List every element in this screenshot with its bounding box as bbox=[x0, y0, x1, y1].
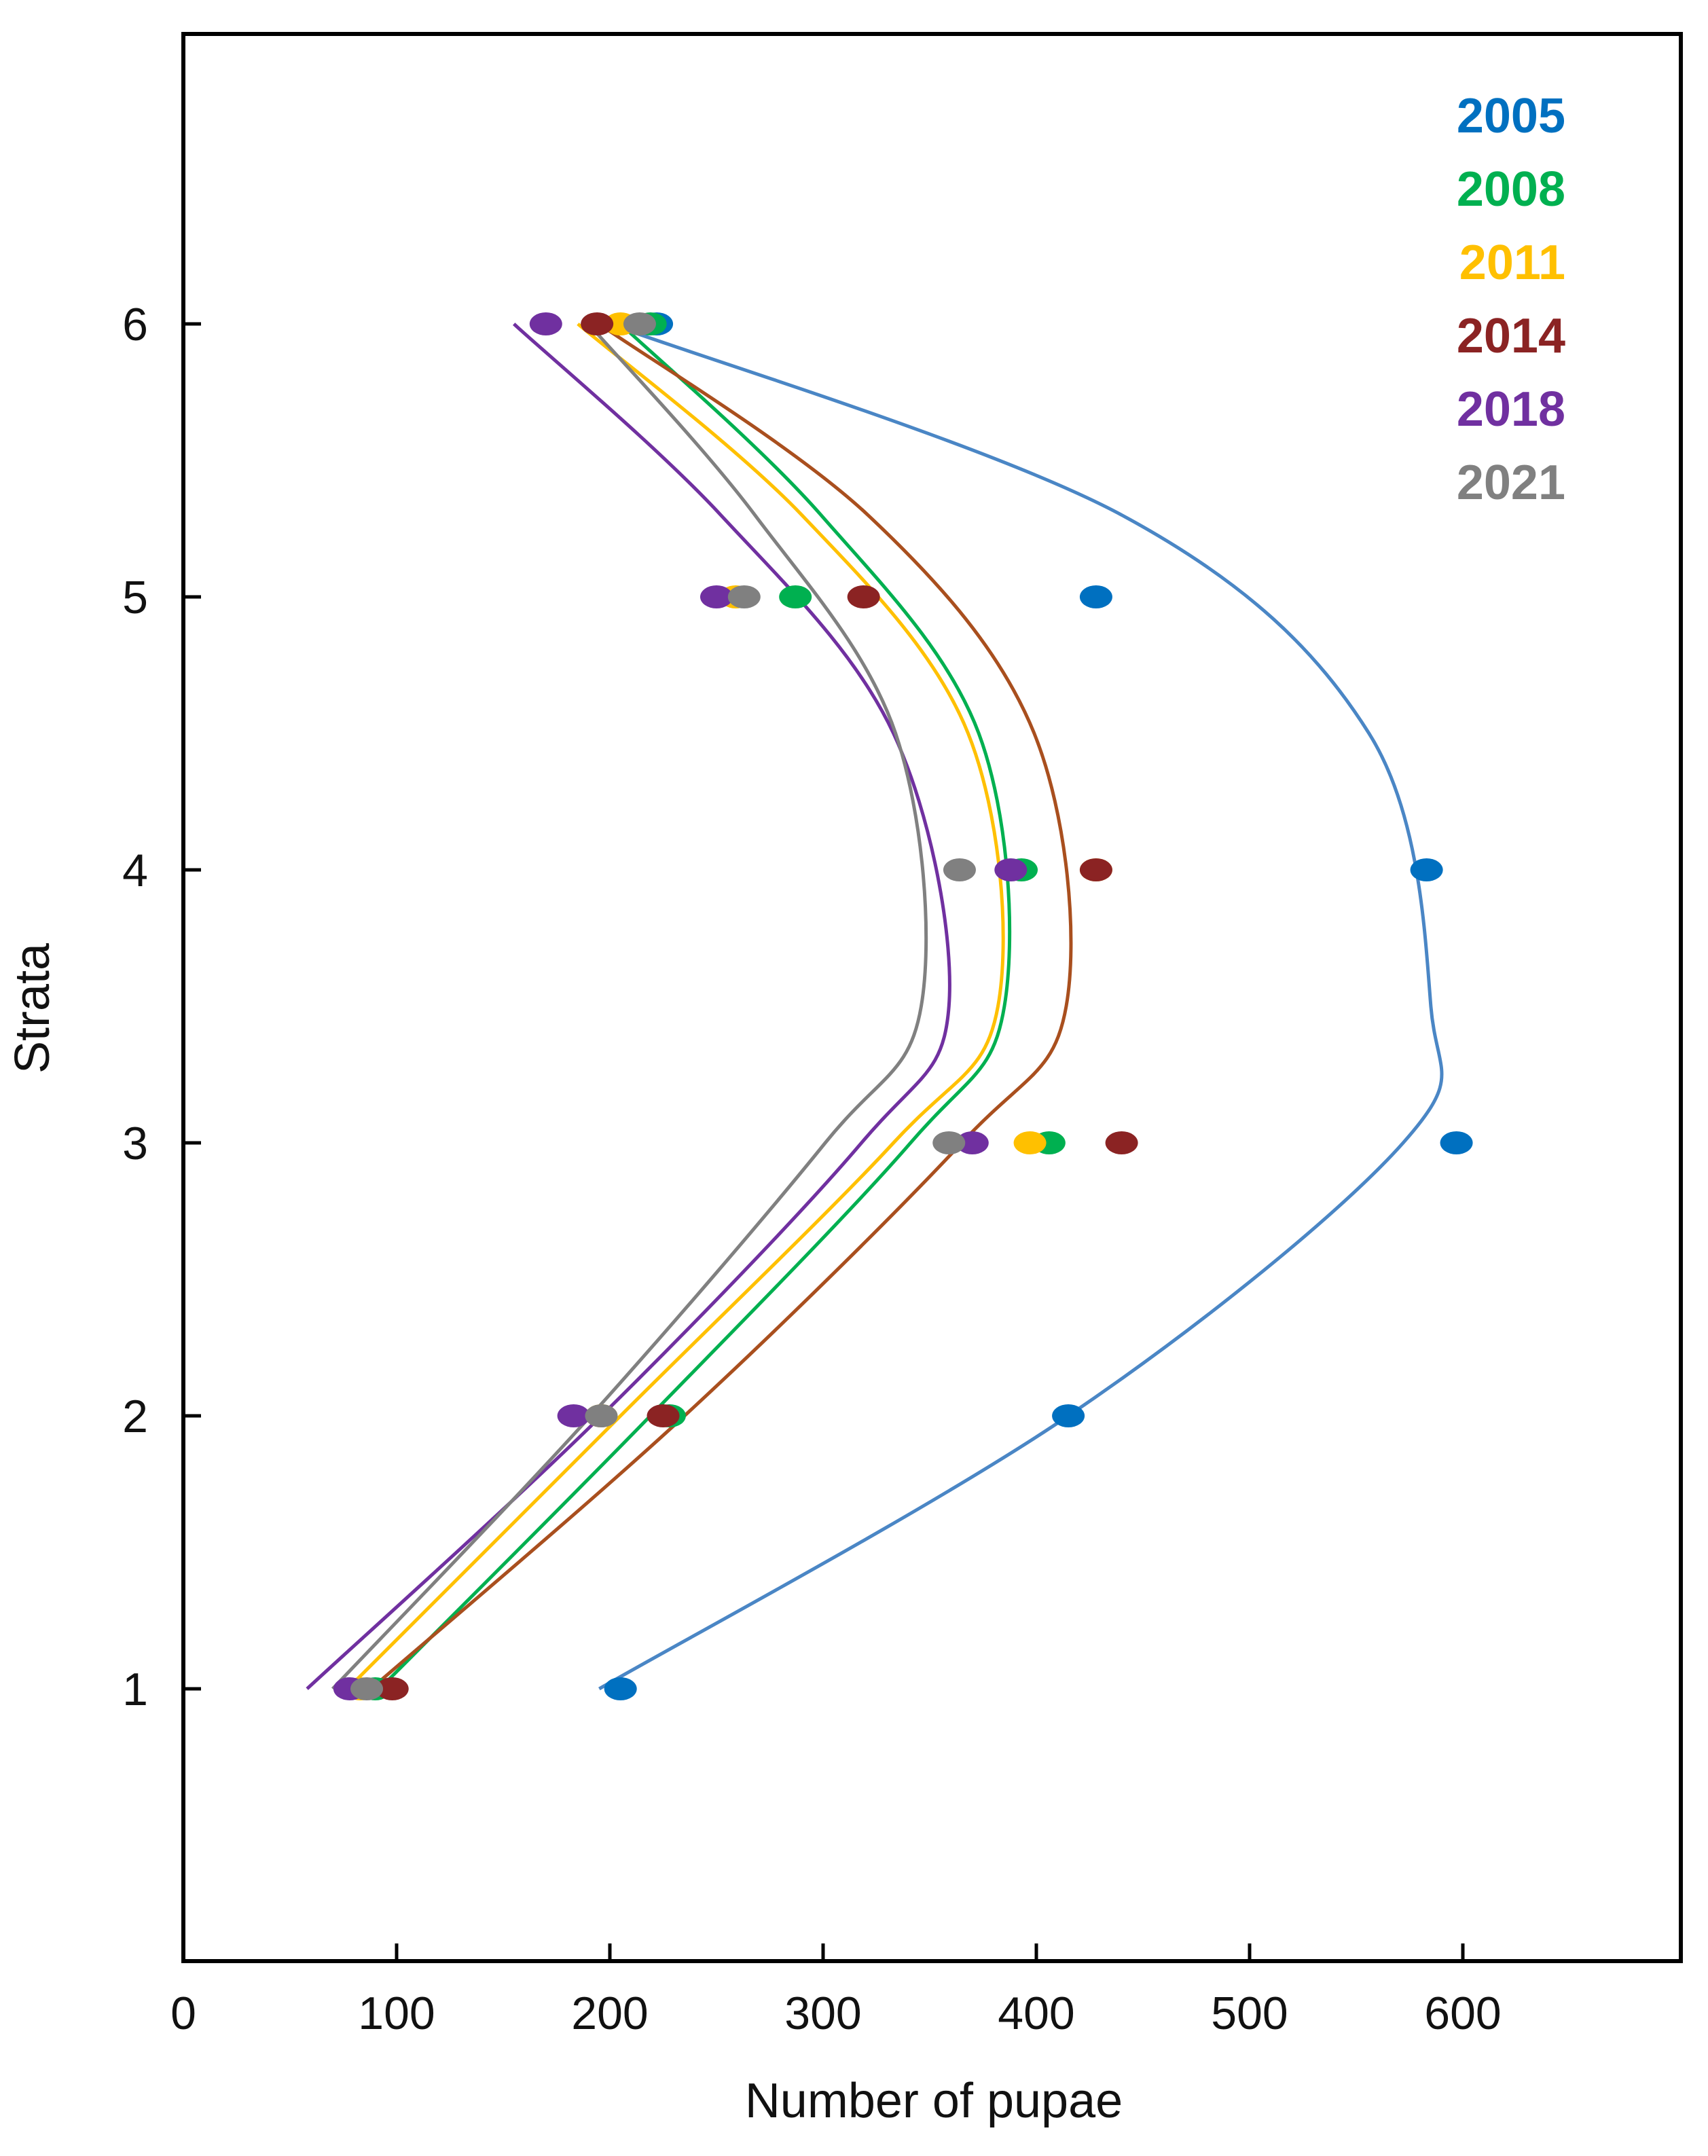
curve-2005 bbox=[598, 322, 1444, 1691]
point-2021-stratum-3 bbox=[932, 1131, 966, 1154]
curve-2014 bbox=[369, 322, 1073, 1690]
y-tick-label-5: 5 bbox=[122, 572, 148, 623]
y-tick-label-1: 1 bbox=[122, 1664, 148, 1715]
trend-curves bbox=[306, 322, 1444, 1691]
y-tick-label-6: 6 bbox=[122, 299, 148, 350]
point-2018-stratum-4 bbox=[994, 858, 1028, 881]
x-axis-title: Number of pupae bbox=[745, 2074, 1123, 2128]
data-points bbox=[333, 312, 1473, 1700]
curve-2008 bbox=[378, 323, 1012, 1690]
curve-2021 bbox=[331, 323, 928, 1690]
point-2014-stratum-3 bbox=[1105, 1131, 1138, 1154]
y-axis: 1 2 3 4 5 6 bbox=[122, 299, 201, 1715]
curve-2018 bbox=[306, 323, 951, 1690]
point-2021-stratum-6 bbox=[623, 312, 656, 335]
y-tick-label-2: 2 bbox=[122, 1391, 148, 1442]
legend: 2005 2008 2011 2014 2018 2021 bbox=[1457, 89, 1565, 510]
legend-item-2018: 2018 bbox=[1457, 382, 1565, 437]
legend-item-2008: 2008 bbox=[1457, 162, 1565, 217]
point-2021-stratum-5 bbox=[727, 585, 761, 608]
point-2005-stratum-3 bbox=[1440, 1131, 1473, 1154]
point-2008-stratum-5 bbox=[779, 585, 812, 608]
x-tick-label-500: 500 bbox=[1211, 1988, 1288, 2039]
point-2011-stratum-3 bbox=[1013, 1131, 1047, 1154]
point-2021-stratum-1 bbox=[350, 1677, 384, 1700]
point-2014-stratum-6 bbox=[581, 312, 614, 335]
x-tick-label-100: 100 bbox=[358, 1988, 435, 2039]
point-2014-stratum-1 bbox=[376, 1677, 409, 1700]
point-2018-stratum-3 bbox=[956, 1131, 989, 1154]
point-2005-stratum-4 bbox=[1410, 858, 1443, 881]
point-2021-stratum-4 bbox=[943, 858, 976, 881]
legend-item-2021: 2021 bbox=[1457, 456, 1565, 510]
y-axis-title: Strata bbox=[5, 943, 60, 1074]
point-2005-stratum-1 bbox=[604, 1677, 637, 1700]
point-2014-stratum-4 bbox=[1079, 858, 1112, 881]
point-2018-stratum-5 bbox=[700, 585, 733, 608]
legend-item-2014: 2014 bbox=[1457, 309, 1565, 363]
point-2005-stratum-5 bbox=[1079, 585, 1112, 608]
point-2014-stratum-2 bbox=[647, 1404, 680, 1427]
x-tick-label-0: 0 bbox=[170, 1988, 196, 2039]
curve-2011 bbox=[346, 323, 1005, 1690]
point-2021-stratum-2 bbox=[585, 1404, 618, 1427]
legend-item-2011: 2011 bbox=[1459, 236, 1565, 290]
point-2005-stratum-2 bbox=[1052, 1404, 1085, 1427]
x-axis: 0 100 200 300 400 500 600 bbox=[170, 1943, 1502, 2039]
point-2018-stratum-6 bbox=[529, 312, 562, 335]
legend-item-2005: 2005 bbox=[1457, 89, 1565, 143]
point-2018-stratum-2 bbox=[557, 1404, 590, 1427]
x-tick-label-200: 200 bbox=[571, 1988, 648, 2039]
point-2014-stratum-5 bbox=[847, 585, 880, 608]
x-tick-label-600: 600 bbox=[1424, 1988, 1501, 2039]
x-tick-label-400: 400 bbox=[998, 1988, 1074, 2039]
x-tick-label-300: 300 bbox=[784, 1988, 861, 2039]
y-tick-label-4: 4 bbox=[122, 845, 148, 896]
y-tick-label-3: 3 bbox=[122, 1118, 148, 1169]
